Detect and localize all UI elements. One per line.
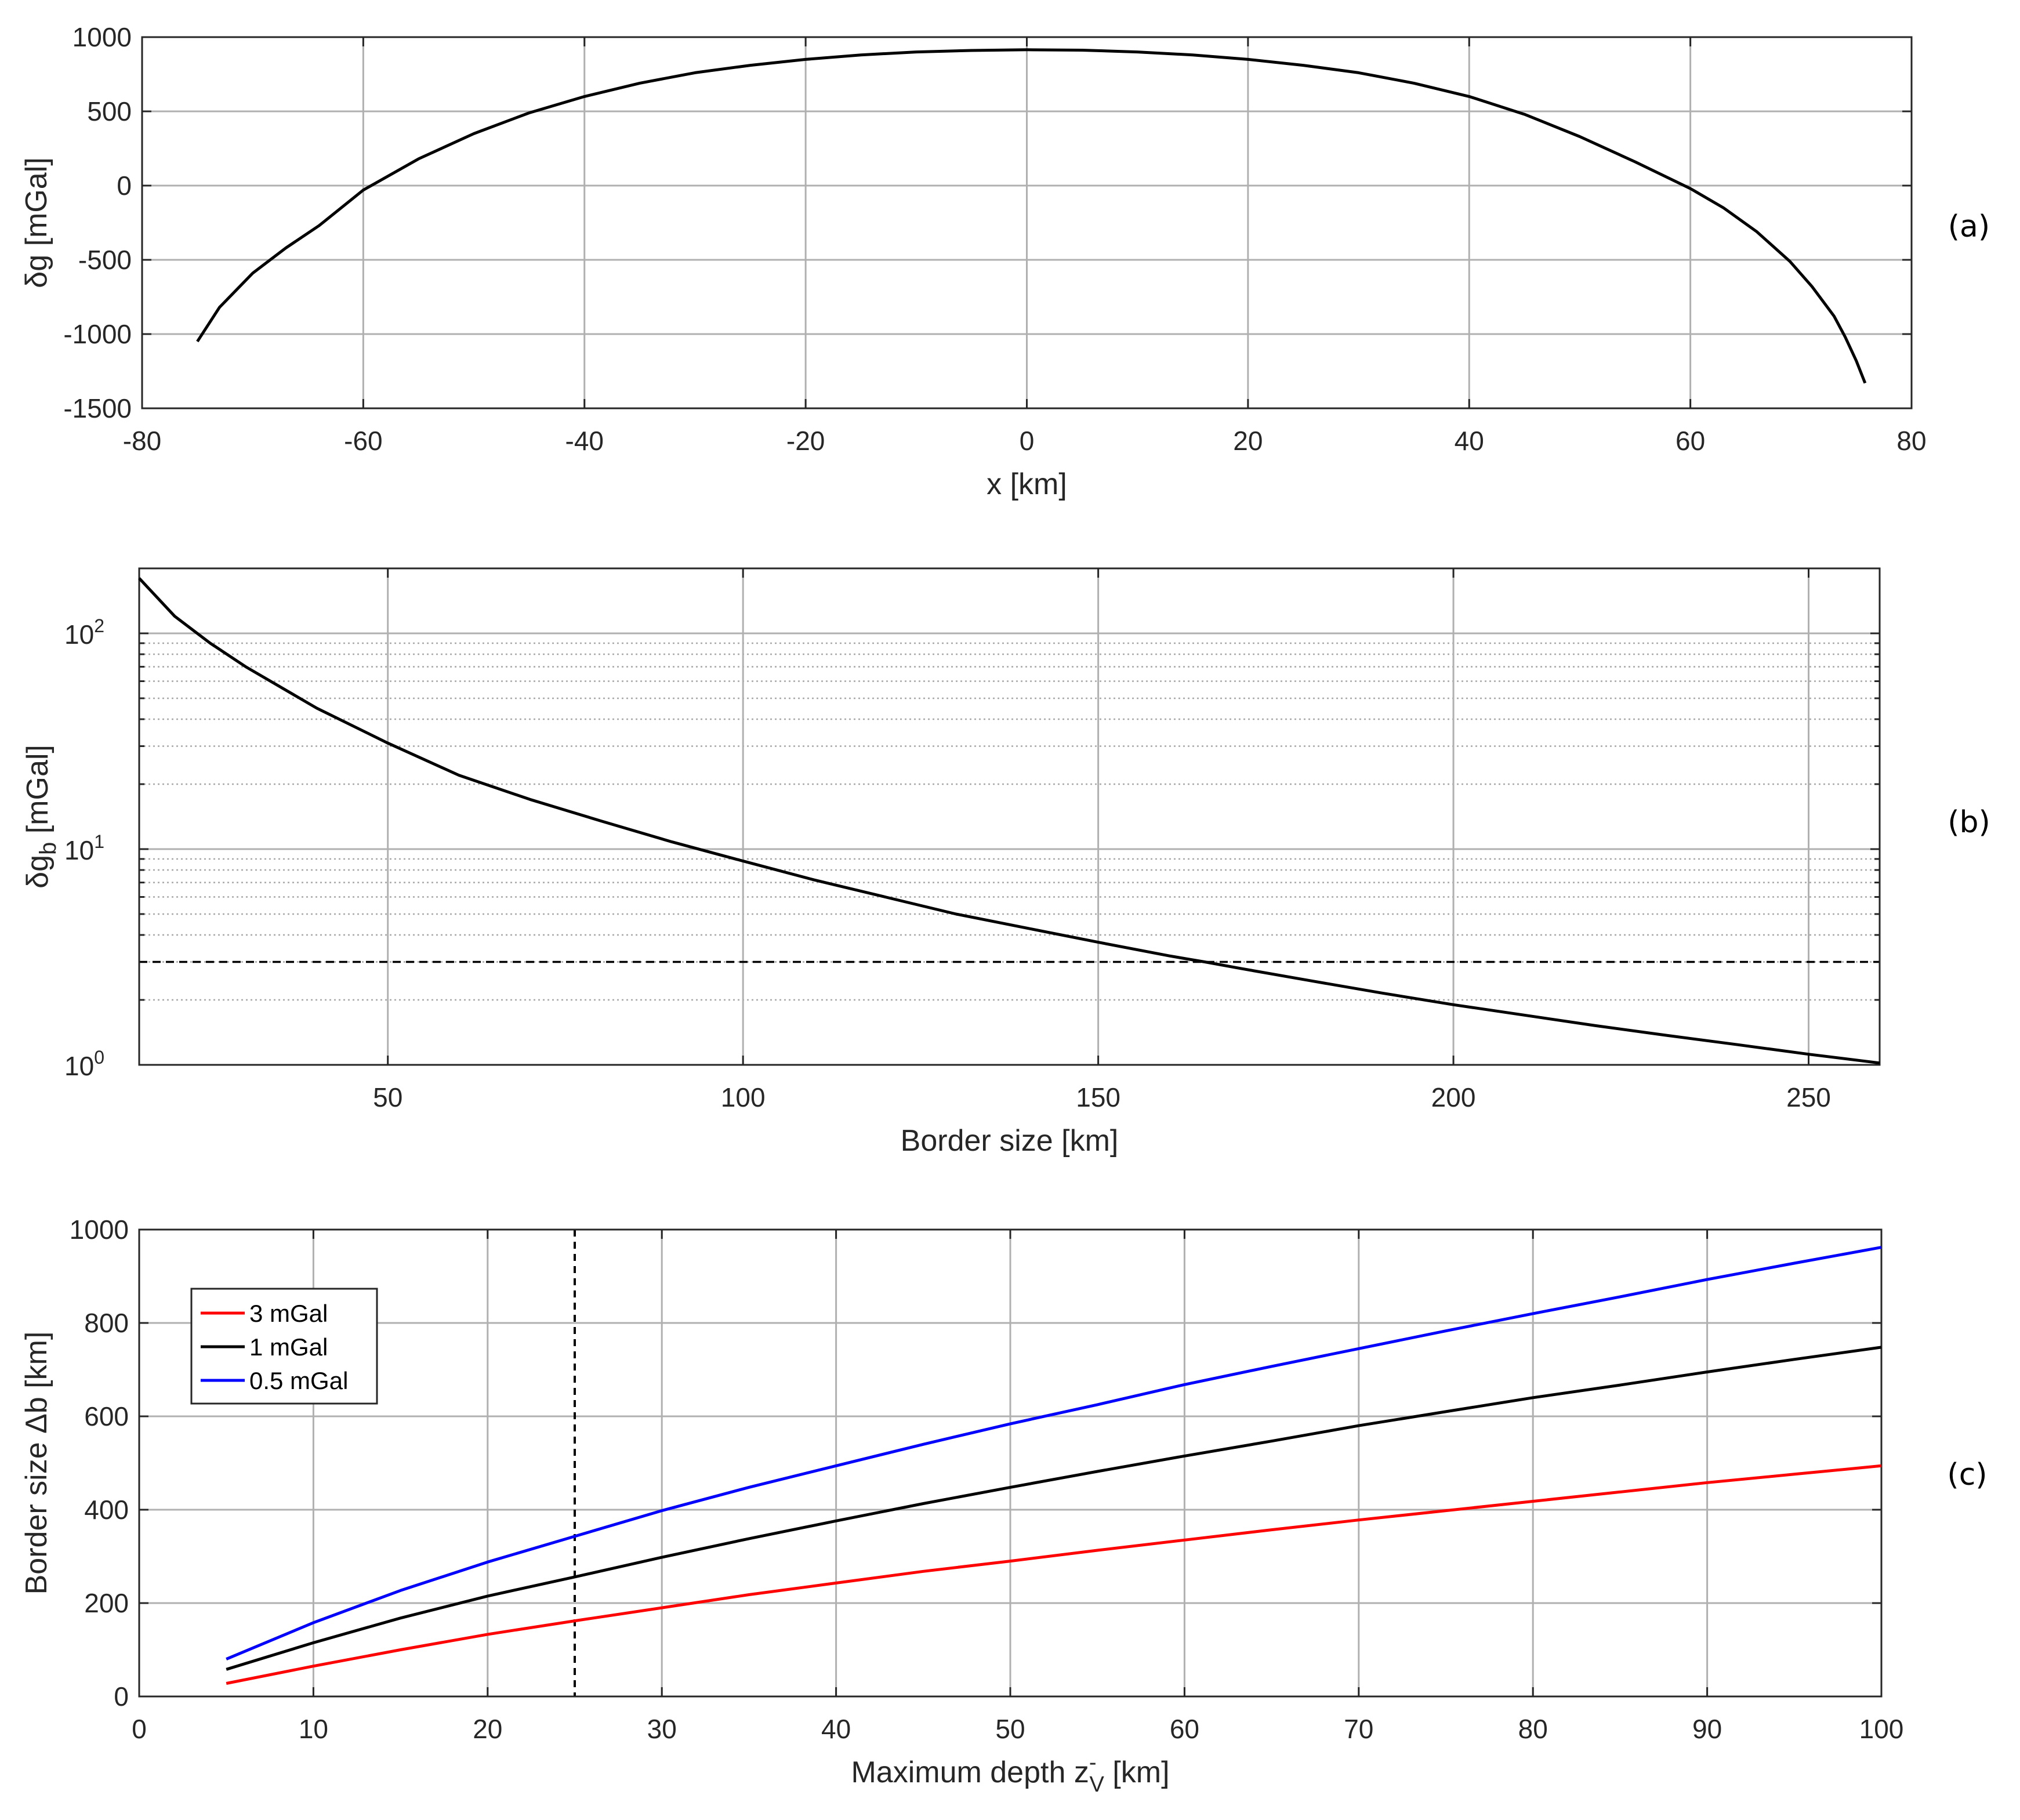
y-axis-label-c: Border size Δb [km]: [20, 1332, 53, 1595]
x-axis-label-c: Maximum depth z-V [km]: [851, 1750, 1169, 1797]
panel-a: -80 -60 -40 -20 0 20 40 60 80 -1500 -1000 -500 0 500 1…: [20, 22, 1990, 501]
y-tick-label: 1000: [70, 1214, 129, 1245]
x-tick-label: 0: [1020, 426, 1035, 456]
x-tick-label: 200: [1431, 1082, 1476, 1112]
x-tick-label: -40: [565, 426, 604, 456]
series-line-dgb: [138, 577, 1880, 1065]
y-tick-label: 100: [64, 1047, 104, 1081]
series-line-dg: [196, 48, 1867, 384]
x-tick-label: 40: [1455, 426, 1484, 456]
x-tick-label: 80: [1518, 1714, 1548, 1744]
y-tick-label-base: 10: [64, 835, 94, 865]
y-tick-label: -1500: [63, 393, 132, 423]
x-axis-label-c-unit: [km]: [1104, 1756, 1170, 1789]
series-line-0: [226, 1464, 1882, 1685]
x-tick-label: 0: [132, 1714, 147, 1744]
axes-box-a: [141, 36, 1913, 409]
x-axis-label-a: x [km]: [987, 467, 1067, 501]
y-tick-label: -500: [78, 245, 132, 275]
x-tick-label: 10: [299, 1714, 328, 1744]
x-axis-label-b: Border size [km]: [901, 1124, 1119, 1158]
y-axis-label-b-sub: b: [35, 842, 61, 855]
y-tick-label: 200: [84, 1588, 129, 1618]
y-tick-label-exp: 1: [94, 831, 104, 852]
x-axis-label-c-sub: V: [1090, 1772, 1105, 1797]
y-tick-label-exp: 2: [94, 615, 104, 636]
y-axis-label-b-unit: [mGal]: [21, 745, 55, 842]
legend-label-1: 1 mGal: [249, 1333, 328, 1361]
legend-label-2: 0.5 mGal: [249, 1367, 348, 1394]
x-tick-label: 20: [473, 1714, 502, 1744]
series-line-1: [226, 1346, 1882, 1671]
y-tick-label: -1000: [63, 319, 132, 349]
y-tick-label: 0: [114, 1681, 129, 1712]
y-tick-label: 400: [84, 1495, 129, 1525]
y-tick-label: 102: [64, 615, 104, 650]
panel-label-b: (b): [1948, 805, 1990, 840]
y-axis-label-b-main: δg: [21, 855, 55, 889]
x-axis-label-c-main: Maximum depth z: [851, 1756, 1089, 1789]
x-tick-label: 40: [821, 1714, 851, 1744]
y-tick-label-exp: 0: [94, 1047, 104, 1068]
x-tick-label: -80: [123, 426, 161, 456]
y-tick-label: 600: [84, 1401, 129, 1431]
y-tick-label-base: 10: [64, 1051, 94, 1081]
legend-label-0: 3 mGal: [249, 1300, 328, 1327]
x-tick-label: -60: [344, 426, 382, 456]
x-tick-label: 80: [1896, 426, 1926, 456]
panel-c: 0 10 20 30 40 50 60 70 80 90 100020040060080010003…: [20, 1214, 1988, 1797]
series-line-2: [226, 1246, 1882, 1661]
x-axis-label-c-sup: -: [1089, 1750, 1097, 1775]
x-tick-label: 90: [1692, 1714, 1722, 1744]
x-tick-label: 20: [1233, 426, 1263, 456]
y-tick-label-base: 10: [64, 619, 94, 650]
plot-area-b: [139, 568, 1880, 1065]
x-tick-label: 70: [1344, 1714, 1373, 1744]
x-tick-label: 100: [721, 1082, 766, 1112]
x-tick-label: 30: [647, 1714, 677, 1744]
panel-label-a: (a): [1948, 209, 1990, 244]
y-axis-label-b: δgb [mGal]: [21, 745, 61, 889]
y-axis-label-a: δg [mGal]: [20, 157, 53, 288]
x-tick-label: 60: [1170, 1714, 1199, 1744]
x-tick-label: 50: [995, 1714, 1025, 1744]
y-tick-label: 1000: [72, 22, 132, 52]
axes-box-c: [138, 1228, 1883, 1698]
x-tick-label: -20: [786, 426, 825, 456]
y-tick-label: 101: [64, 831, 104, 865]
y-tick-label: 0: [117, 171, 132, 201]
x-tick-label: 100: [1859, 1714, 1904, 1744]
panel-label-c: (c): [1947, 1458, 1987, 1492]
x-tick-label: 150: [1076, 1082, 1120, 1112]
axes-box-b: [138, 567, 1881, 1066]
y-tick-label: 800: [84, 1308, 129, 1338]
x-tick-label: 250: [1786, 1082, 1831, 1112]
y-tick-label: 500: [87, 96, 132, 126]
x-tick-label: 50: [373, 1082, 402, 1112]
x-tick-label: 60: [1676, 426, 1705, 456]
